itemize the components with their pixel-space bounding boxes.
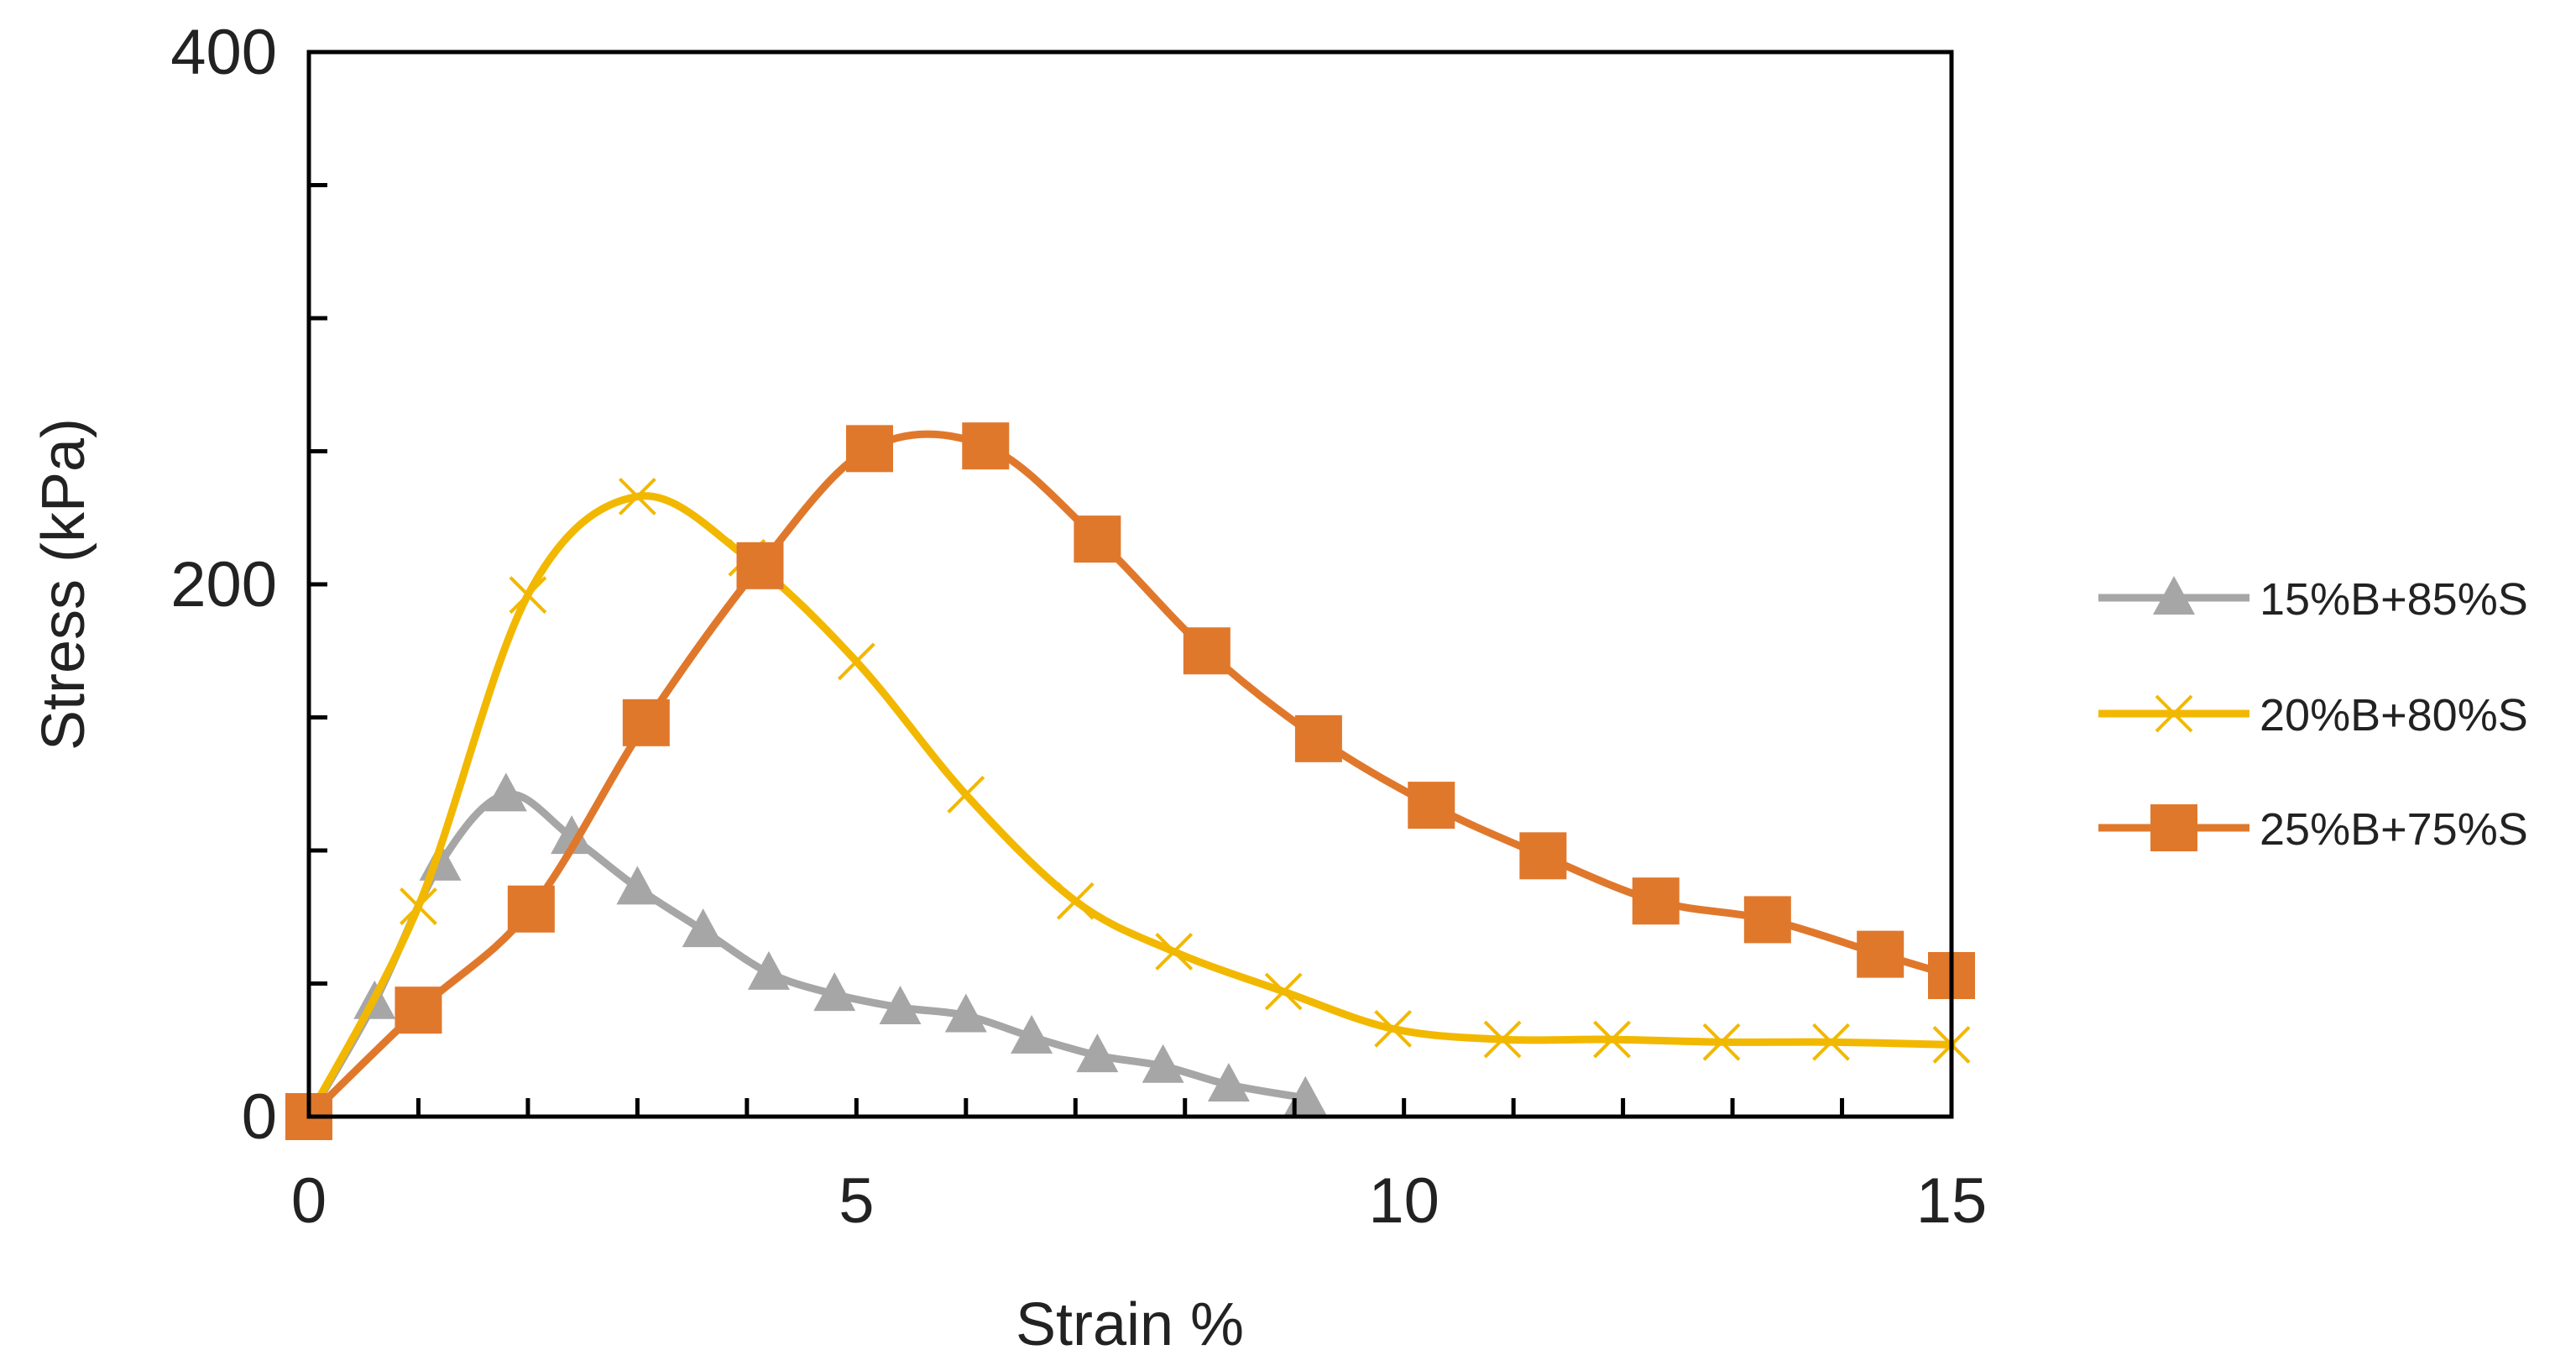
- data-point: [616, 866, 659, 905]
- data-point: [736, 542, 784, 589]
- data-point: [947, 776, 985, 814]
- legend-item: 20%B+80%S: [2098, 690, 2528, 740]
- data-point: [1632, 877, 1680, 925]
- data-point: [1857, 930, 1905, 978]
- data-point: [1074, 515, 1121, 563]
- data-point: [962, 422, 1010, 470]
- legend-label: 15%B+85%S: [2260, 574, 2528, 625]
- data-point: [1264, 972, 1303, 1011]
- data-point: [1374, 1009, 1413, 1048]
- legend: 15%B+85%S 20%B+80%S 25%B+75%S: [2098, 574, 2528, 855]
- x-tick-label: 0: [291, 1165, 327, 1237]
- data-point: [1408, 782, 1455, 829]
- data-point: [484, 772, 527, 812]
- data-point: [1076, 1033, 1119, 1073]
- data-point: [1743, 896, 1791, 944]
- x-axis-ticks: 0 5 10 15: [291, 1098, 1987, 1237]
- data-point: [1011, 1014, 1053, 1054]
- data-point: [813, 972, 856, 1012]
- data-point: [1483, 1020, 1522, 1059]
- legend-marker: [2153, 576, 2195, 615]
- series-15%B+85%S: [288, 772, 1327, 1133]
- data-point: [1593, 1020, 1631, 1059]
- data-point: [747, 950, 790, 990]
- data-point: [622, 699, 670, 746]
- y-axis-ticks: 0 200 400: [170, 17, 327, 1153]
- data-point: [1183, 627, 1231, 675]
- data-point: [551, 815, 593, 855]
- data-point: [1207, 1062, 1250, 1102]
- data-point: [944, 993, 987, 1033]
- data-point: [1142, 1044, 1184, 1083]
- legend-item: 15%B+85%S: [2098, 574, 2528, 625]
- data-point: [394, 986, 442, 1034]
- x-tick-label: 5: [839, 1165, 874, 1237]
- x-tick-label: 15: [1916, 1165, 1988, 1237]
- series-line: [305, 492, 1956, 1121]
- y-tick-label: 0: [242, 1081, 277, 1153]
- legend-label: 25%B+75%S: [2260, 804, 2528, 855]
- data-point: [400, 887, 437, 925]
- data-point: [1294, 714, 1342, 762]
- series-20%B+80%S: [290, 477, 1971, 1136]
- legend-marker: [2155, 694, 2193, 733]
- data-point: [1056, 882, 1095, 920]
- legend-marker: [2150, 804, 2197, 851]
- x-tick-label: 10: [1368, 1165, 1440, 1237]
- y-axis-title: Stress (kPa): [30, 418, 97, 751]
- x-axis-title: Strain %: [1016, 1291, 1244, 1358]
- data-point: [507, 885, 555, 933]
- data-point: [682, 908, 724, 948]
- data-point: [879, 986, 922, 1025]
- data-point: [1702, 1023, 1741, 1061]
- data-point: [837, 642, 875, 681]
- plot-series: [285, 422, 1975, 1140]
- data-point: [1812, 1023, 1850, 1061]
- data-point: [1519, 832, 1567, 880]
- series-25%B+75%S: [285, 422, 1975, 1140]
- data-point: [509, 576, 547, 615]
- y-tick-label: 400: [170, 17, 277, 88]
- data-point: [618, 477, 656, 515]
- legend-label: 20%B+80%S: [2260, 690, 2528, 740]
- data-point: [845, 425, 893, 473]
- legend-item: 25%B+75%S: [2098, 804, 2528, 855]
- y-tick-label: 200: [170, 549, 277, 620]
- data-point: [1155, 933, 1194, 971]
